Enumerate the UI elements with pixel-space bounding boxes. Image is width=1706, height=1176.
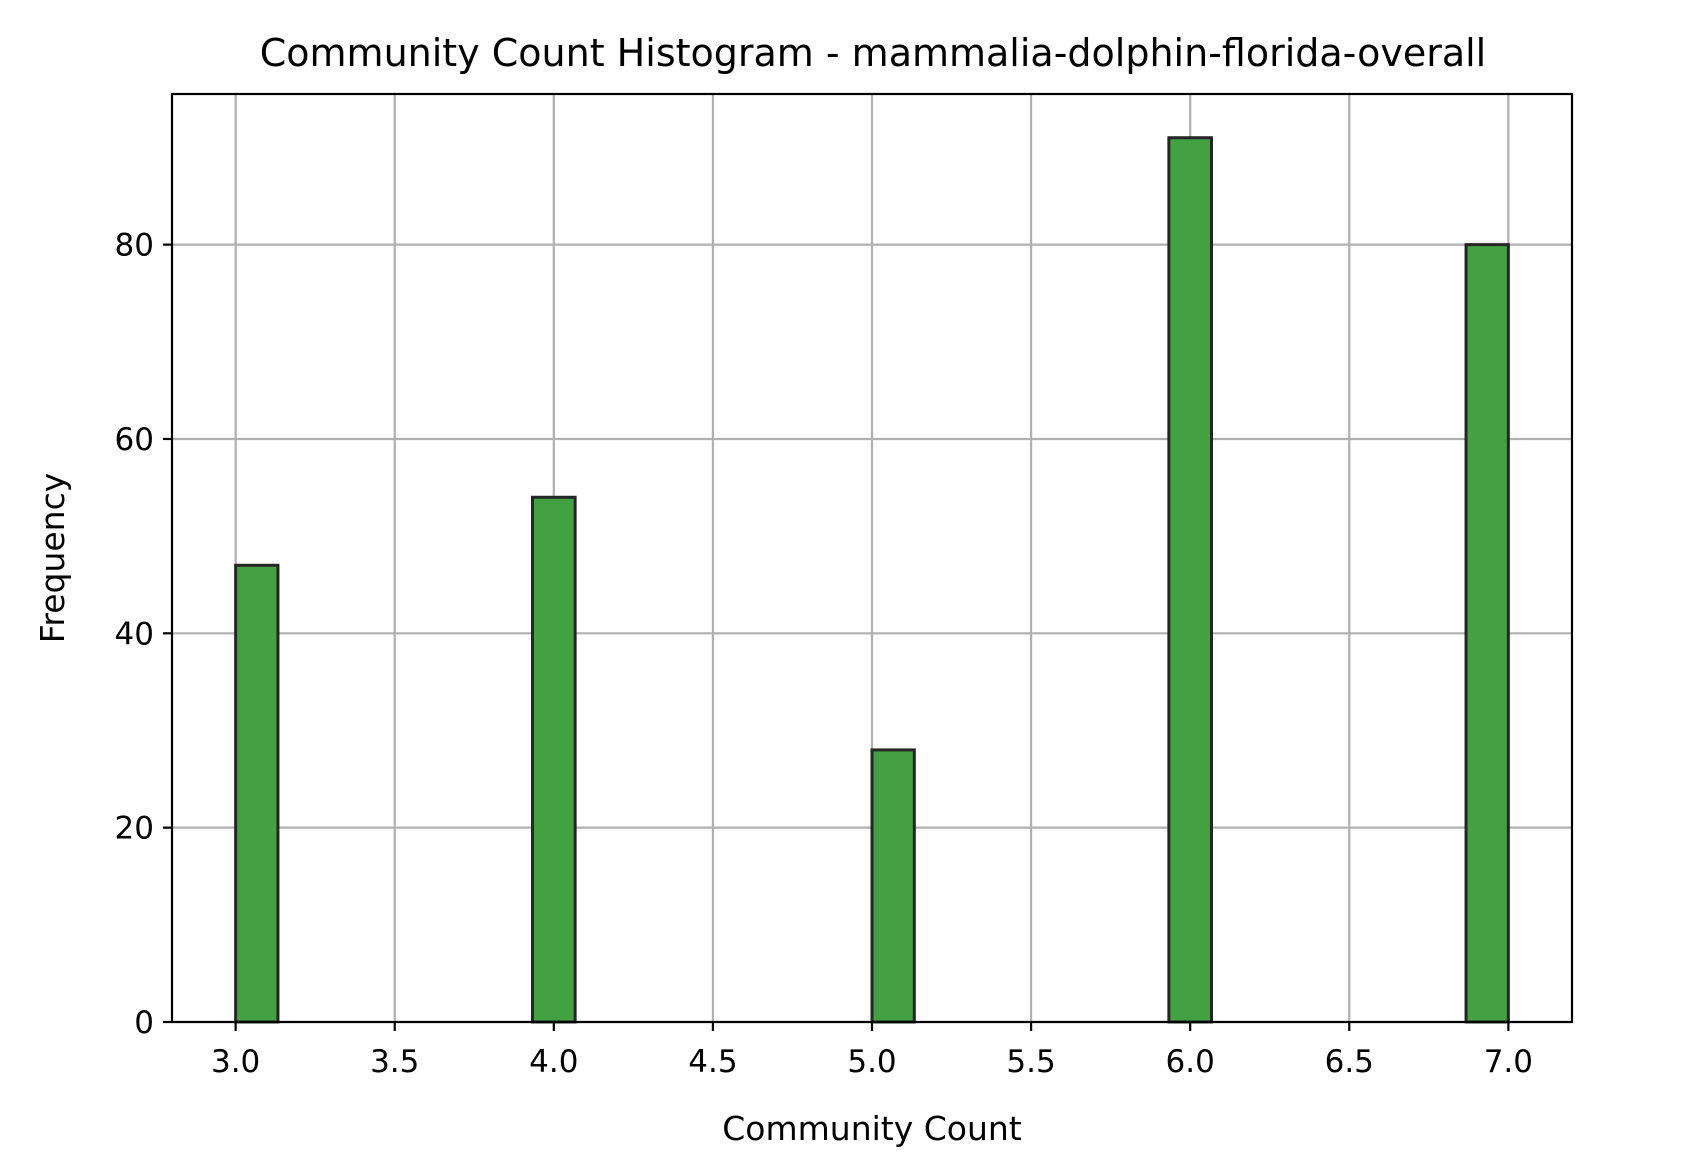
x-tick-label: 5.5 (1006, 1044, 1055, 1080)
x-tick-label: 7.0 (1484, 1044, 1533, 1080)
x-tick-label: 4.0 (529, 1044, 578, 1080)
bars (234, 136, 1510, 1024)
x-tick-label: 5.0 (847, 1044, 896, 1080)
histogram-bar (1464, 243, 1510, 1024)
y-tick-label: 0 (134, 1005, 154, 1041)
x-tick-label: 6.5 (1325, 1044, 1374, 1080)
grid-lines (172, 94, 1572, 1024)
y-tick-label: 60 (115, 422, 154, 458)
histogram-bar (1167, 136, 1214, 1024)
histogram-bar (234, 563, 280, 1024)
y-tick-label: 20 (115, 811, 154, 847)
x-tick-label: 3.0 (211, 1044, 260, 1080)
x-tick-label: 6.0 (1166, 1044, 1215, 1080)
y-tick-label: 80 (115, 228, 154, 264)
histogram-bar (870, 748, 916, 1024)
histogram-bar (531, 495, 577, 1024)
x-axis-label: Community Count (722, 1109, 1022, 1148)
axis-ticks: 3.0 3.5 4.0 4.5 5.0 5.5 6.0 6.5 7.0 0 20 40 60 80 (115, 228, 1533, 1080)
chart-title: Community Count Histogram - mammalia-dol… (260, 31, 1486, 75)
x-tick-label: 3.5 (370, 1044, 419, 1080)
x-tick-label: 4.5 (688, 1044, 737, 1080)
y-axis-label: Frequency (33, 473, 72, 643)
y-tick-label: 40 (115, 616, 154, 652)
